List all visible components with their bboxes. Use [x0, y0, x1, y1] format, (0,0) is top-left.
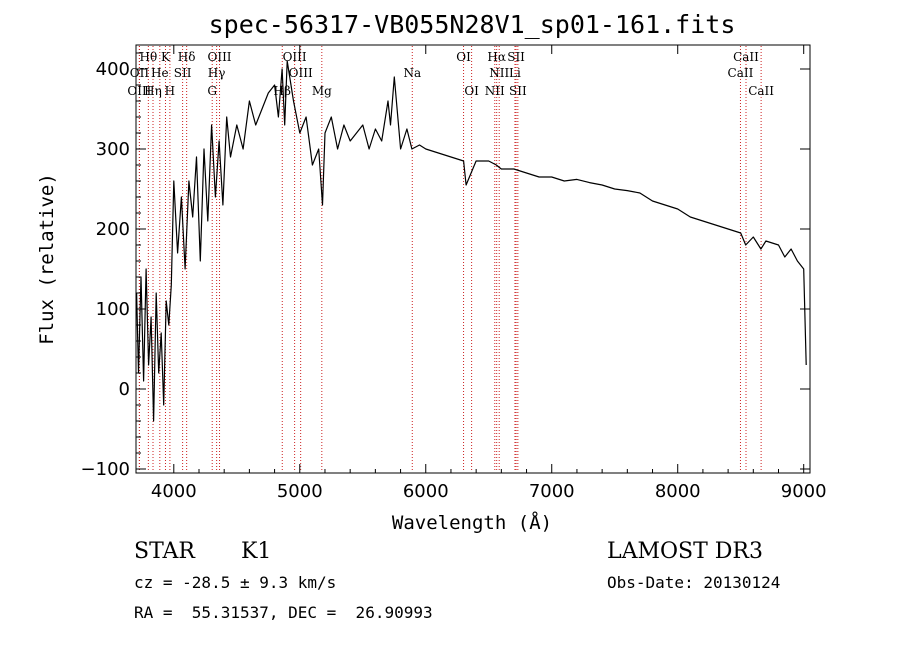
emission-line-markers	[138, 46, 762, 472]
y-tick-label-4: 300	[96, 139, 130, 160]
y-tick-label-5: 400	[96, 59, 130, 80]
x-tick-label-5: 9000	[781, 481, 827, 502]
line-label-18: OIII	[127, 84, 151, 98]
line-label-10: He	[151, 66, 169, 80]
chart-title: spec-56317-VB055N28V1_sp01-161.fits	[209, 10, 736, 39]
survey-name: LAMOST DR3	[607, 539, 763, 564]
x-axis-label: Wavelength (Å)	[392, 511, 552, 534]
object-subclass: K1	[241, 539, 272, 564]
line-label-24: OI	[464, 84, 479, 98]
y-tick-label-0: −100	[81, 459, 130, 480]
line-label-15: NII	[489, 66, 509, 80]
line-label-27: CaII	[748, 84, 774, 98]
line-label-21: G	[207, 84, 217, 98]
y-tick-label-1: 0	[119, 379, 130, 400]
line-label-1: K	[161, 50, 171, 64]
line-label-0: Hθ	[139, 50, 157, 64]
object-class: STAR	[134, 539, 195, 564]
line-label-17: CaII	[728, 66, 754, 80]
line-label-5: OI	[456, 50, 471, 64]
line-label-26: SII	[509, 84, 527, 98]
observation-date: Obs-Date: 20130124	[607, 573, 781, 592]
x-tick-label-3: 7000	[529, 481, 575, 502]
line-label-14: Na	[403, 66, 421, 80]
line-label-8: CaII	[733, 50, 759, 64]
line-label-3: OIII	[207, 50, 231, 64]
line-label-25: NII	[485, 84, 505, 98]
sky-coordinates: RA = 55.31537, DEC = 26.90993	[134, 603, 433, 622]
x-tick-label-2: 6000	[403, 481, 449, 502]
line-label-13: OIII	[289, 66, 313, 80]
y-tick-label-2: 100	[96, 299, 130, 320]
line-label-2: Hδ	[178, 50, 196, 64]
line-label-16: Li	[509, 66, 521, 80]
y-tick-label-3: 200	[96, 219, 130, 240]
line-label-4: OIII	[283, 50, 307, 64]
x-tick-label-4: 8000	[655, 481, 701, 502]
y-axis-label: Flux (relative)	[36, 173, 58, 345]
line-label-12: Hγ	[208, 66, 226, 80]
x-axis-ticks: 4000 5000 6000 7000 8000 9000	[151, 45, 827, 502]
line-label-9: OII	[130, 66, 150, 80]
line-label-6: Hα	[487, 50, 506, 64]
line-label-7: SII	[507, 50, 525, 64]
plot-frame	[135, 44, 811, 474]
line-label-11: SII	[174, 66, 192, 80]
line-label-20: H	[165, 84, 175, 98]
x-tick-label-1: 5000	[277, 481, 323, 502]
line-label-19: Hη	[144, 84, 162, 98]
line-label-23: Mg	[312, 84, 332, 98]
x-tick-label-0: 4000	[151, 481, 197, 502]
redshift-velocity: cz = -28.5 ± 9.3 km/s	[134, 573, 337, 592]
spectrum-line	[136, 60, 807, 422]
y-axis-ticks: −100 0 100 200 300 400	[81, 52, 810, 480]
